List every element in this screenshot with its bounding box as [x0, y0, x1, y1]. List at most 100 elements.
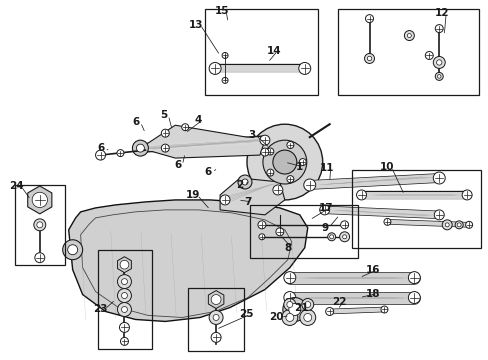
Circle shape	[434, 24, 442, 32]
Circle shape	[425, 51, 432, 59]
Text: 8: 8	[284, 243, 291, 253]
Text: 9: 9	[321, 223, 327, 233]
Text: 12: 12	[434, 8, 448, 18]
Text: 23: 23	[93, 305, 107, 315]
Circle shape	[366, 56, 371, 61]
Polygon shape	[220, 178, 285, 215]
Circle shape	[67, 245, 78, 255]
Circle shape	[303, 314, 311, 321]
Circle shape	[209, 62, 221, 75]
Circle shape	[209, 310, 223, 324]
Circle shape	[301, 298, 313, 310]
Text: 18: 18	[366, 289, 380, 298]
Circle shape	[211, 332, 221, 342]
Circle shape	[222, 53, 227, 58]
Polygon shape	[140, 125, 264, 158]
Circle shape	[299, 159, 305, 166]
Circle shape	[288, 303, 300, 315]
Text: 19: 19	[185, 190, 200, 200]
Circle shape	[62, 240, 82, 260]
Circle shape	[266, 148, 273, 155]
Text: 5: 5	[161, 110, 167, 120]
Circle shape	[298, 62, 310, 75]
Bar	[351, 170, 480, 248]
Circle shape	[263, 140, 306, 184]
Circle shape	[119, 323, 129, 332]
Bar	[188, 288, 244, 351]
Circle shape	[461, 190, 471, 200]
Text: 4: 4	[194, 115, 202, 125]
Text: 15: 15	[214, 6, 229, 15]
Circle shape	[275, 228, 283, 236]
Circle shape	[161, 144, 169, 152]
Text: 11: 11	[319, 163, 333, 173]
Text: 16: 16	[366, 265, 380, 275]
Bar	[249, 205, 357, 258]
Circle shape	[383, 219, 390, 225]
Circle shape	[356, 190, 366, 200]
Text: 13: 13	[188, 19, 203, 30]
Circle shape	[121, 279, 127, 285]
Circle shape	[304, 302, 310, 307]
Circle shape	[342, 235, 346, 239]
Text: 25: 25	[238, 310, 253, 319]
Circle shape	[33, 193, 47, 207]
Circle shape	[272, 185, 282, 195]
Circle shape	[437, 75, 440, 78]
Circle shape	[259, 234, 264, 240]
Text: 10: 10	[379, 162, 394, 172]
Circle shape	[407, 33, 410, 37]
Circle shape	[220, 195, 229, 205]
Circle shape	[222, 77, 227, 84]
Circle shape	[211, 294, 221, 305]
Text: 1: 1	[296, 162, 303, 172]
Circle shape	[283, 272, 295, 284]
Text: 6: 6	[204, 167, 211, 177]
Circle shape	[121, 306, 127, 312]
Circle shape	[260, 135, 269, 145]
Bar	[98, 250, 152, 349]
Circle shape	[132, 140, 148, 156]
Bar	[337, 9, 478, 95]
Text: 14: 14	[266, 45, 281, 55]
Text: 17: 17	[318, 203, 332, 213]
Circle shape	[121, 293, 127, 298]
Polygon shape	[28, 186, 52, 214]
Circle shape	[35, 253, 45, 263]
Circle shape	[120, 337, 128, 345]
Circle shape	[117, 150, 124, 157]
Circle shape	[272, 150, 296, 174]
Circle shape	[432, 172, 444, 184]
Circle shape	[258, 221, 265, 229]
Circle shape	[285, 314, 293, 321]
Circle shape	[404, 31, 413, 41]
Circle shape	[299, 310, 315, 325]
Circle shape	[329, 235, 333, 239]
Circle shape	[286, 302, 292, 307]
Circle shape	[136, 144, 144, 152]
Text: 3: 3	[248, 130, 255, 140]
Polygon shape	[68, 200, 307, 321]
Text: 21: 21	[294, 302, 308, 312]
Circle shape	[432, 57, 444, 68]
Circle shape	[238, 175, 251, 189]
Circle shape	[161, 129, 169, 137]
Text: 6: 6	[174, 160, 182, 170]
Circle shape	[32, 192, 47, 208]
Text: 24: 24	[10, 181, 24, 191]
Circle shape	[364, 54, 374, 63]
Text: 6: 6	[97, 143, 104, 153]
Circle shape	[117, 275, 131, 289]
Circle shape	[182, 124, 188, 131]
Circle shape	[37, 222, 42, 228]
Text: 6: 6	[133, 117, 140, 127]
Circle shape	[407, 272, 420, 284]
Text: 22: 22	[332, 297, 346, 306]
Polygon shape	[117, 257, 131, 273]
Circle shape	[266, 169, 273, 176]
Circle shape	[303, 179, 315, 191]
Text: 2: 2	[236, 180, 243, 190]
Circle shape	[319, 205, 329, 215]
Circle shape	[246, 124, 322, 200]
Circle shape	[365, 15, 373, 23]
